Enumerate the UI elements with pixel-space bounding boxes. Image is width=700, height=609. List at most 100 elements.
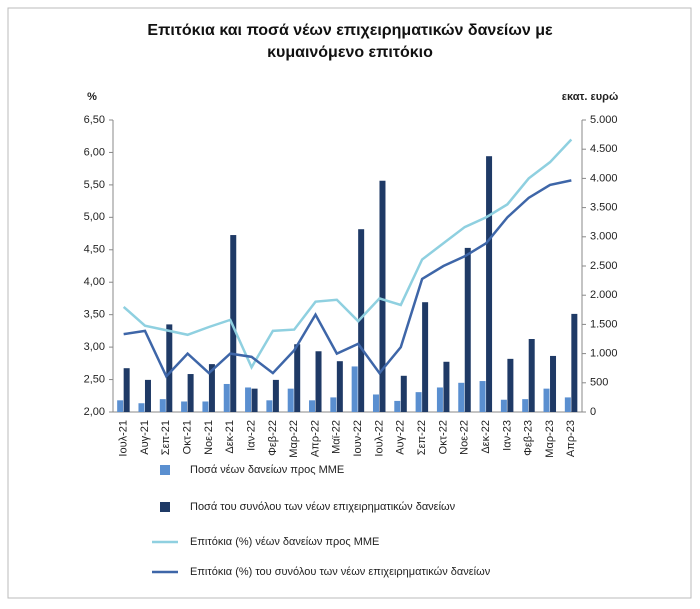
y-axis-title: % [87, 91, 97, 103]
y-tick-label: 4,50 [84, 244, 105, 256]
y2-tick-label: 1.000 [590, 348, 618, 360]
x-tick-label: Μαρ-23 [544, 420, 556, 458]
bar [394, 400, 401, 412]
x-tick-label: Νοε-21 [203, 420, 215, 455]
bar [202, 401, 209, 412]
bar [245, 387, 252, 412]
x-tick-label: Φεβ-22 [267, 420, 279, 456]
bar [464, 247, 471, 412]
x-tick-label: Ιαν-23 [501, 420, 513, 451]
bar [144, 379, 151, 412]
bar [336, 361, 343, 412]
y-tick-label: 4,00 [84, 276, 105, 288]
bar [187, 374, 194, 412]
bar [223, 383, 230, 412]
y2-tick-label: 5.000 [590, 114, 618, 126]
bar [117, 400, 124, 412]
bar [422, 302, 429, 412]
bar [415, 392, 422, 412]
x-tick-label: Μαρ-22 [288, 420, 300, 458]
bar [272, 379, 279, 412]
legend-label: Επιτόκια (%) νέων δανείων προς ΜΜΕ [190, 536, 379, 548]
x-tick-label: Ιουν-22 [352, 420, 364, 457]
bar [528, 339, 535, 412]
line [122, 138, 573, 370]
legend-label: Ποσά του συνόλου των νέων επιχειρηματικώ… [190, 501, 456, 513]
bar [507, 358, 514, 412]
bar [372, 394, 379, 412]
legend-swatch [160, 502, 170, 512]
bar [351, 366, 358, 412]
x-tick-label: Δεκ-22 [480, 420, 492, 454]
y2-axis-title: εκατ. ευρώ [562, 91, 619, 103]
bar [571, 313, 578, 412]
y-tick-label: 2,50 [84, 373, 105, 385]
bar [522, 399, 529, 412]
y-tick-label: 5,50 [84, 179, 105, 191]
bar [166, 324, 173, 412]
y2-tick-label: 4.000 [590, 172, 618, 184]
bar [486, 156, 493, 412]
x-tick-label: Αυγ-22 [395, 420, 407, 455]
bar [400, 375, 407, 412]
x-tick-label: Οκτ-21 [182, 420, 194, 454]
bar [479, 381, 486, 412]
y2-tick-label: 2.500 [590, 260, 618, 272]
bar [251, 388, 258, 412]
bar [315, 351, 322, 412]
x-tick-label: Νοε-22 [459, 420, 471, 455]
bar [458, 382, 465, 412]
chart-border [7, 7, 692, 599]
bar [358, 229, 365, 412]
line [123, 179, 572, 379]
x-tick-label: Απρ-22 [309, 420, 321, 457]
x-tick-label: Οκτ-22 [437, 420, 449, 454]
bar [208, 364, 215, 412]
y2-tick-label: 0 [590, 406, 596, 418]
y2-tick-label: 1.500 [590, 318, 618, 330]
bar [181, 401, 188, 412]
bar [159, 399, 166, 412]
bar [309, 400, 316, 412]
bar [330, 397, 337, 412]
bar [379, 180, 386, 412]
x-tick-label: Αυγ-21 [139, 420, 151, 455]
bar [500, 399, 507, 412]
x-tick-label: Απρ-23 [565, 420, 577, 457]
y-tick-label: 6,00 [84, 146, 105, 158]
bar [436, 387, 443, 412]
y2-tick-label: 500 [590, 377, 608, 389]
x-tick-label: Ιουλ-22 [373, 420, 385, 457]
y2-tick-label: 3.500 [590, 202, 618, 214]
y-tick-label: 6,50 [84, 114, 105, 126]
x-tick-label: Μαϊ-22 [331, 420, 343, 454]
bar [266, 400, 273, 412]
y-tick-label: 3,50 [84, 309, 105, 321]
x-tick-label: Σεπ-21 [160, 420, 172, 455]
bar [138, 403, 145, 412]
legend-label: Ποσά νέων δανείων προς ΜΜΕ [190, 464, 344, 476]
bar [287, 388, 294, 412]
y-tick-label: 5,00 [84, 211, 105, 223]
y2-tick-label: 2.000 [590, 289, 618, 301]
y2-tick-label: 4.500 [590, 143, 618, 155]
bar [564, 397, 571, 412]
bar [294, 344, 301, 412]
chart-title: Επιτόκια και ποσά νέων επιχειρηματικών δ… [147, 22, 553, 61]
y-tick-label: 3,00 [84, 341, 105, 353]
x-tick-label: Φεβ-23 [523, 420, 535, 456]
legend-swatch [160, 465, 170, 475]
bar [550, 355, 557, 412]
bar [543, 388, 550, 412]
x-tick-label: Ιαν-22 [245, 420, 257, 451]
x-tick-label: Δεκ-21 [224, 420, 236, 454]
y2-tick-label: 3.000 [590, 231, 618, 243]
x-tick-label: Ιουλ-21 [118, 420, 130, 457]
x-tick-label: Σεπ-22 [416, 420, 428, 455]
y-tick-label: 2,00 [84, 406, 105, 418]
legend-label: Επιτόκια (%) του συνόλου των νέων επιχει… [190, 566, 491, 578]
bar [443, 361, 450, 412]
bar [123, 368, 130, 412]
